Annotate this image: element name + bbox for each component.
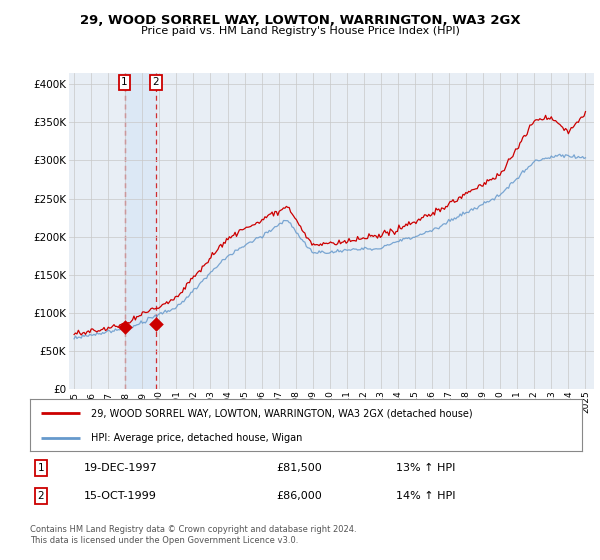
Text: 29, WOOD SORREL WAY, LOWTON, WARRINGTON, WA3 2GX (detached house): 29, WOOD SORREL WAY, LOWTON, WARRINGTON,… [91,408,472,418]
Text: £81,500: £81,500 [276,463,322,473]
Text: 1: 1 [121,77,128,87]
Text: 1: 1 [37,463,44,473]
Text: 15-OCT-1999: 15-OCT-1999 [84,491,157,501]
Text: £86,000: £86,000 [276,491,322,501]
Text: 19-DEC-1997: 19-DEC-1997 [84,463,158,473]
Text: Contains HM Land Registry data © Crown copyright and database right 2024.
This d: Contains HM Land Registry data © Crown c… [30,525,356,545]
Text: 29, WOOD SORREL WAY, LOWTON, WARRINGTON, WA3 2GX: 29, WOOD SORREL WAY, LOWTON, WARRINGTON,… [80,14,520,27]
Text: 2: 2 [37,491,44,501]
Bar [125,73,156,389]
Point [120,323,130,332]
Text: 2: 2 [152,77,159,87]
Text: 13% ↑ HPI: 13% ↑ HPI [396,463,455,473]
Text: Price paid vs. HM Land Registry's House Price Index (HPI): Price paid vs. HM Land Registry's House … [140,26,460,36]
Text: HPI: Average price, detached house, Wigan: HPI: Average price, detached house, Wiga… [91,433,302,443]
Point [151,319,161,328]
Text: 14% ↑ HPI: 14% ↑ HPI [396,491,455,501]
